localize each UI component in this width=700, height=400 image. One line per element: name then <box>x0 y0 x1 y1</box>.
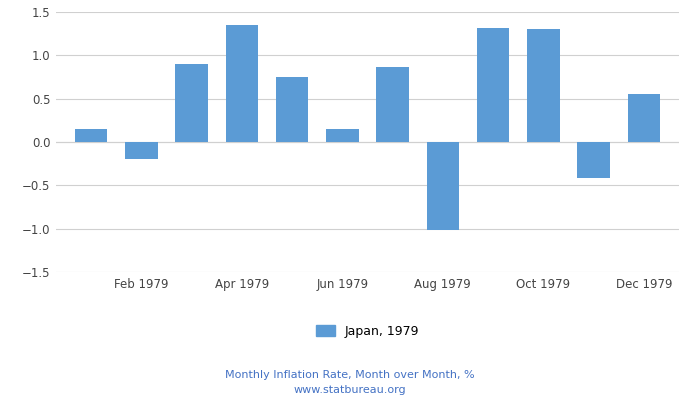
Bar <box>75 129 108 142</box>
Bar <box>426 142 459 230</box>
Bar <box>276 77 309 142</box>
Bar <box>527 29 560 142</box>
Text: www.statbureau.org: www.statbureau.org <box>294 385 406 395</box>
Text: Monthly Inflation Rate, Month over Month, %: Monthly Inflation Rate, Month over Month… <box>225 370 475 380</box>
Bar <box>175 64 208 142</box>
Bar <box>326 129 358 142</box>
Bar <box>477 28 510 142</box>
Bar <box>125 142 158 159</box>
Bar <box>627 94 660 142</box>
Legend: Japan, 1979: Japan, 1979 <box>316 325 419 338</box>
Bar <box>578 142 610 178</box>
Bar <box>225 25 258 142</box>
Bar <box>377 67 409 142</box>
